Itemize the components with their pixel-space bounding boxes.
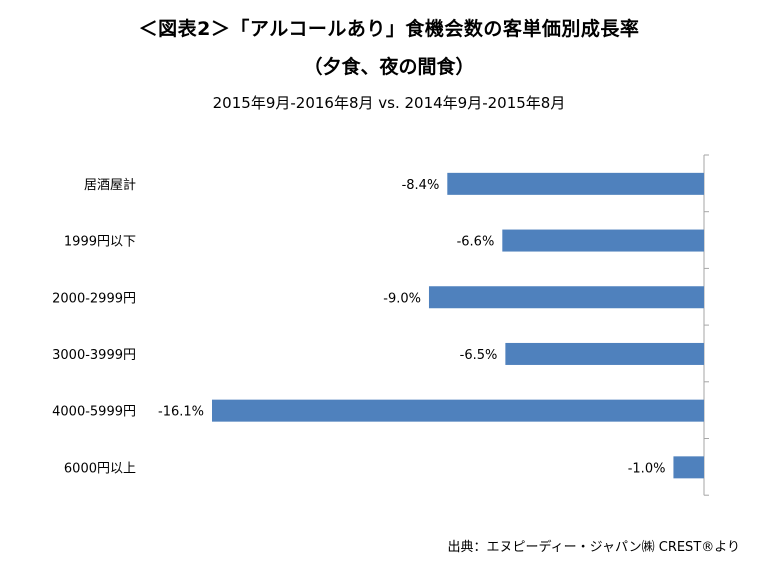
category-label: 2000-2999円 [52,291,136,306]
data-label: -16.1% [158,405,204,420]
bar [502,229,704,252]
bar [447,172,704,195]
category-label: 3000-3999円 [52,348,136,363]
chart-title-sub: （夕食、夜の間食） [303,56,475,78]
bar [428,286,704,309]
source-note: 出典：エヌピーディー・ジャパン㈱ CREST®より [447,540,740,555]
category-label: 4000-5999円 [52,405,136,420]
data-label: -9.0% [383,291,421,306]
data-label: -6.5% [460,348,498,363]
bar [505,342,704,365]
category-label: 1999円以下 [64,235,136,250]
bar [673,456,704,479]
chart-title: ＜図表2＞「アルコールあり」食機会数の客単価別成長率 [138,18,640,40]
category-label: 6000円以上 [64,461,136,476]
category-label: 居酒屋計 [84,177,136,193]
bar-chart: -8.4% 居酒屋計 -6.6% 1999円以下 -9.0% 2000-2999円 -6.5… [52,154,709,496]
data-label: -8.4% [402,178,440,193]
data-label: -6.6% [457,235,495,250]
bar [212,399,704,422]
chart-subtitle: 2015年9月-2016年8月 vs. 2014年9月-2015年8月 [212,94,566,112]
data-label: -1.0% [628,461,666,476]
